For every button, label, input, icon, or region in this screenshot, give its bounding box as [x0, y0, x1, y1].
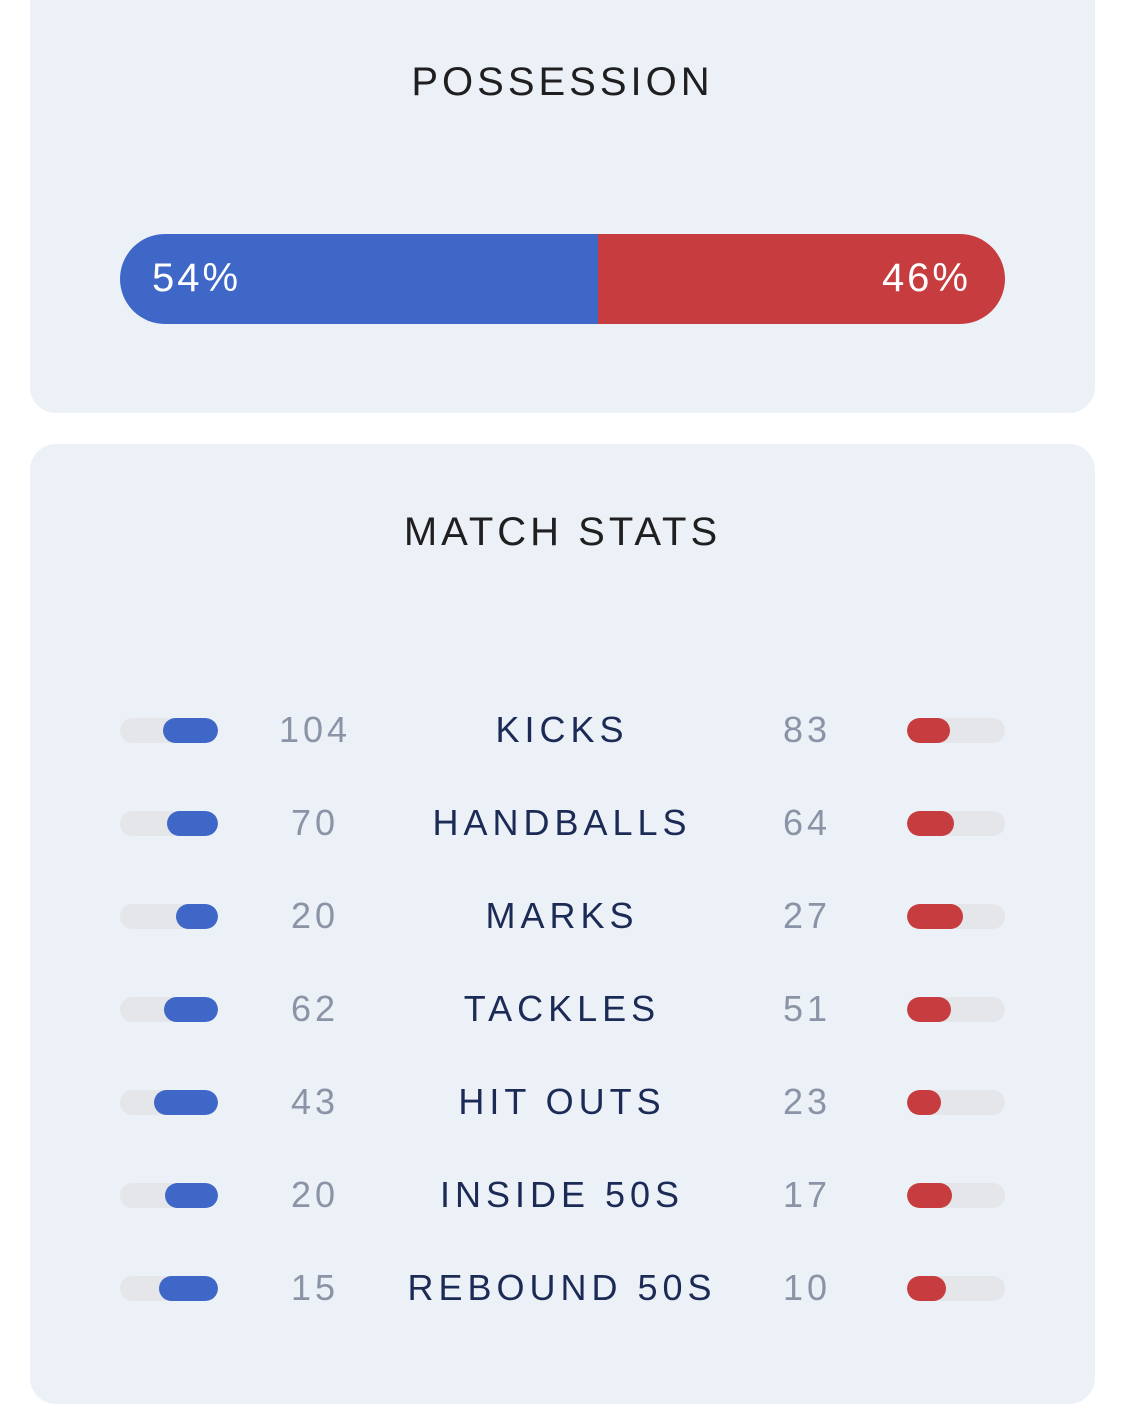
- away-stat-value: 17: [782, 1174, 832, 1215]
- home-stat-bar: [120, 718, 218, 743]
- home-stat-bar: [120, 1276, 218, 1301]
- away-stat-bar-fill: [907, 718, 951, 743]
- possession-away-percent: 46%: [881, 256, 971, 300]
- away-stat-value: 83: [782, 709, 832, 750]
- away-stat-bar: [907, 811, 1005, 836]
- away-stat-bar-fill: [907, 1276, 947, 1301]
- home-stat-bar-fill: [165, 1183, 218, 1208]
- home-stat-value: 20: [290, 895, 340, 936]
- home-stat-bar: [120, 1090, 218, 1115]
- away-stat-bar: [907, 1183, 1005, 1208]
- away-stat-value: 51: [782, 988, 832, 1029]
- home-stat-bar: [120, 1183, 218, 1208]
- away-stat-value: 10: [782, 1267, 832, 1308]
- possession-card: POSSESSION 54% 46%: [30, 0, 1095, 413]
- home-stat-value: 62: [290, 988, 340, 1029]
- away-stat-bar: [907, 997, 1005, 1022]
- home-stat-bar-fill: [154, 1090, 218, 1115]
- possession-away-segment: 46%: [597, 234, 1005, 324]
- stat-label: TACKLES: [463, 988, 661, 1029]
- stat-label: REBOUND 50S: [407, 1267, 717, 1308]
- stat-row-hit-outs: 43 HIT OUTS 23: [30, 1073, 1095, 1133]
- away-stat-value: 27: [782, 895, 832, 936]
- stat-row-handballs: 70 HANDBALLS 64: [30, 794, 1095, 854]
- away-stat-bar: [907, 1090, 1005, 1115]
- stat-row-inside-50s: 20 INSIDE 50S 17: [30, 1166, 1095, 1226]
- home-stat-bar-fill: [167, 811, 218, 836]
- away-stat-bar-fill: [907, 1183, 953, 1208]
- stat-label: HANDBALLS: [432, 802, 692, 843]
- away-stat-value: 64: [782, 802, 832, 843]
- home-stat-bar-fill: [159, 1276, 218, 1301]
- away-stat-bar-fill: [907, 811, 955, 836]
- home-stat-value: 104: [278, 709, 352, 750]
- away-stat-bar-fill: [907, 997, 952, 1022]
- stat-row-kicks: 104 KICKS 83: [30, 701, 1095, 761]
- possession-title: POSSESSION: [411, 60, 714, 104]
- stat-row-marks: 20 MARKS 27: [30, 887, 1095, 947]
- possession-home-percent: 54%: [152, 256, 242, 300]
- stat-label: MARKS: [485, 895, 639, 936]
- away-stat-bar: [907, 904, 1005, 929]
- away-stat-bar: [907, 718, 1005, 743]
- match-stats-title: MATCH STATS: [403, 510, 722, 554]
- home-stat-bar: [120, 997, 218, 1022]
- stat-row-tackles: 62 TACKLES 51: [30, 980, 1095, 1040]
- match-stats-card: MATCH STATS 104 KICKS 83 70 HANDBALLS 64…: [30, 444, 1095, 1404]
- possession-home-segment: 54%: [120, 234, 598, 324]
- home-stat-value: 43: [290, 1081, 340, 1122]
- home-stat-bar-fill: [163, 718, 218, 743]
- home-stat-value: 15: [290, 1267, 340, 1308]
- home-stat-bar-fill: [175, 904, 218, 929]
- away-stat-bar-fill: [907, 904, 963, 929]
- possession-bar: 54% 46%: [120, 234, 1005, 324]
- stat-row-rebound-50s: 15 REBOUND 50S 10: [30, 1259, 1095, 1319]
- stat-label: KICKS: [495, 709, 629, 750]
- home-stat-bar: [120, 904, 218, 929]
- home-stat-bar-fill: [164, 997, 218, 1022]
- home-stat-value: 70: [290, 802, 340, 843]
- stat-label: INSIDE 50S: [439, 1174, 685, 1215]
- away-stat-bar-fill: [907, 1090, 942, 1115]
- away-stat-value: 23: [782, 1081, 832, 1122]
- away-stat-bar: [907, 1276, 1005, 1301]
- home-stat-bar: [120, 811, 218, 836]
- stat-label: HIT OUTS: [458, 1081, 666, 1122]
- home-stat-value: 20: [290, 1174, 340, 1215]
